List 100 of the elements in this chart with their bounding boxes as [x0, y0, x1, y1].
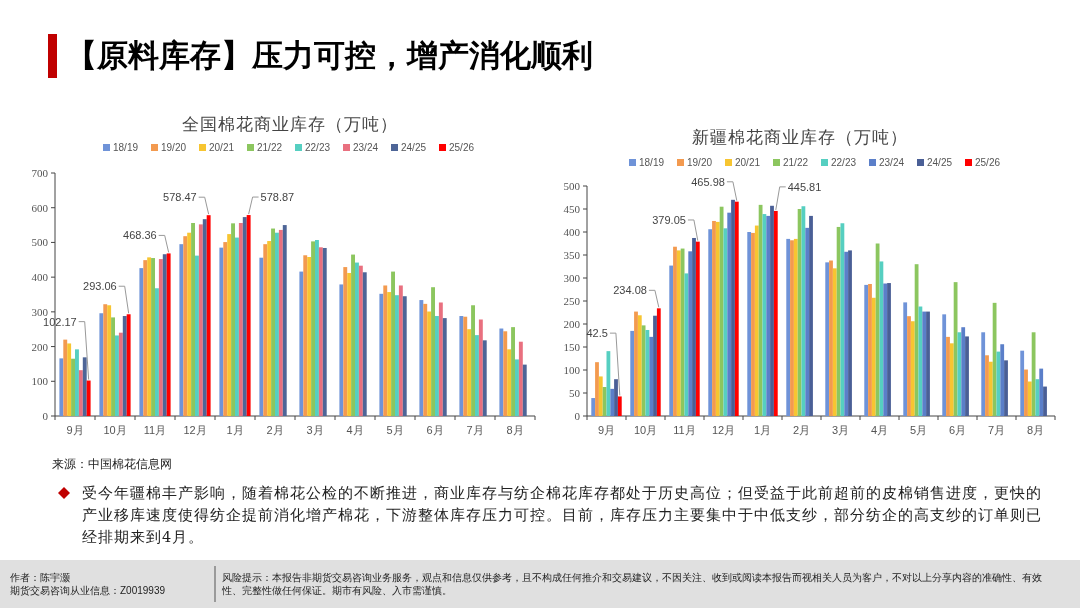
data-label: 578.87 — [260, 191, 295, 204]
bar — [82, 357, 87, 416]
source-note: 来源：中国棉花信息网 — [52, 456, 173, 472]
bar — [358, 265, 363, 416]
legend-label: 25/26 — [449, 142, 475, 153]
bar — [299, 271, 304, 416]
bar — [805, 227, 810, 416]
bar — [875, 243, 880, 416]
chart-title: 全国棉花商业库存（万吨） — [182, 114, 398, 134]
x-tick-label: 11月 — [673, 424, 696, 436]
bar — [139, 268, 144, 416]
legend-label: 23/24 — [879, 157, 905, 168]
bar — [676, 250, 681, 416]
x-tick-label: 8月 — [1026, 424, 1045, 436]
data-label: 102.17 — [43, 315, 77, 328]
bar — [246, 215, 251, 416]
bar — [598, 376, 603, 416]
bar — [793, 238, 798, 416]
bar — [680, 248, 685, 416]
x-tick-label: 5月 — [909, 424, 928, 436]
bar — [103, 304, 108, 416]
bar — [183, 236, 188, 416]
bar — [471, 305, 475, 416]
bar — [307, 257, 312, 416]
bar — [423, 303, 428, 416]
bar — [922, 311, 927, 416]
bar — [115, 335, 119, 416]
x-tick-label: 3月 — [306, 424, 324, 436]
bar — [614, 379, 618, 416]
bar — [981, 332, 986, 416]
bar — [1024, 369, 1028, 416]
bar — [118, 332, 123, 416]
y-tick-label: 250 — [563, 295, 581, 307]
bar — [797, 209, 802, 416]
text: 【原料库存】压力可控，增产消化顺利 — [66, 38, 593, 73]
bar — [1004, 360, 1008, 416]
y-tick-label: 100 — [563, 364, 581, 376]
bar — [758, 204, 763, 416]
bar — [398, 285, 403, 416]
bar — [602, 387, 607, 416]
x-tick-label: 6月 — [426, 424, 444, 436]
data-label: 578.47 — [163, 191, 197, 204]
bar — [355, 262, 359, 416]
bar — [1043, 386, 1047, 416]
bar — [223, 242, 228, 416]
y-tick-label: 500 — [31, 236, 49, 249]
bar — [591, 398, 596, 416]
bar — [198, 224, 203, 416]
bar — [507, 349, 512, 416]
bar — [712, 220, 716, 416]
text: 期货交易咨询从业信息：Z0019939 — [10, 584, 167, 597]
x-tick-label: 4月 — [346, 424, 364, 436]
bar — [751, 232, 755, 416]
bar — [634, 311, 638, 416]
y-tick-label: 200 — [563, 318, 581, 330]
bar — [883, 283, 888, 416]
x-tick-label: 7月 — [987, 424, 1006, 436]
bar — [311, 241, 315, 416]
bar — [910, 321, 915, 416]
bar — [206, 215, 211, 416]
bar — [653, 315, 657, 416]
bar — [227, 234, 232, 416]
bar — [992, 302, 997, 416]
bar — [431, 287, 435, 416]
bar — [278, 229, 283, 416]
bar — [961, 327, 966, 416]
bar — [649, 336, 654, 416]
bar — [391, 271, 395, 416]
y-tick-label: 350 — [563, 249, 581, 261]
bar — [673, 246, 677, 416]
legend-label: 24/25 — [401, 142, 427, 153]
bar — [829, 260, 833, 416]
bar — [147, 257, 152, 416]
bar — [59, 358, 64, 416]
bar — [71, 358, 75, 416]
bar — [438, 302, 443, 416]
bar — [503, 331, 508, 416]
chart-title: 新疆棉花商业库存（万吨） — [692, 127, 908, 147]
bar — [259, 257, 264, 416]
bar — [871, 297, 876, 416]
bar — [271, 228, 275, 416]
bar — [926, 311, 930, 416]
bar — [478, 319, 483, 416]
y-tick-label: 0 — [574, 410, 581, 422]
bar — [143, 260, 148, 416]
bar — [442, 318, 447, 416]
x-tick-label: 6月 — [948, 424, 967, 436]
bar — [99, 313, 104, 416]
bar — [395, 295, 399, 416]
bar — [122, 316, 127, 416]
x-tick-label: 2月 — [266, 424, 284, 436]
legend-label: 18/19 — [639, 157, 665, 168]
bar — [351, 254, 355, 416]
bar — [383, 285, 388, 416]
bar — [786, 238, 791, 416]
bar — [790, 240, 794, 416]
bar — [238, 222, 243, 416]
x-tick-label: 5月 — [386, 424, 404, 436]
legend-label: 22/23 — [305, 142, 331, 153]
bar — [191, 222, 195, 416]
